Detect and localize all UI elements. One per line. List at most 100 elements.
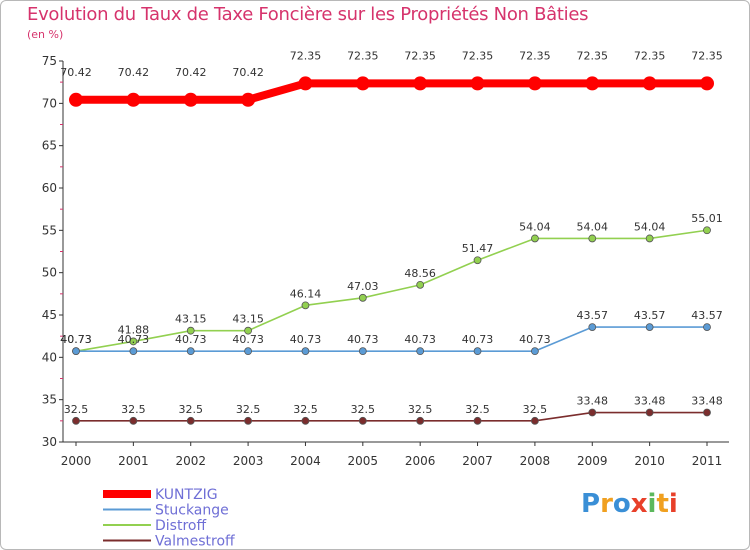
data-point-stuckange [186,347,195,356]
y-tick-label: 45 [42,308,57,322]
x-tick-label: 2002 [175,454,206,468]
y-tick-label: 75 [42,54,57,68]
data-point-valmestroff [244,416,252,425]
chart-title: Evolution du Taux de Taxe Foncière sur l… [27,4,589,25]
series-line-kuntzig [72,79,711,104]
data-point-distroff [473,256,482,265]
data-point-kuntzig [700,76,714,91]
data-label-distroff: 41.88 [118,323,150,336]
data-label-kuntzig: 72.35 [577,49,609,62]
data-label-kuntzig: 72.35 [347,49,379,62]
data-label-distroff: 40.73 [60,333,92,346]
data-label-kuntzig: 70.42 [118,66,150,79]
data-point-stuckange [129,347,138,356]
data-label-distroff: 46.14 [290,287,322,300]
data-label-stuckange: 43.57 [691,309,723,322]
data-label-kuntzig: 72.35 [290,49,322,62]
data-point-stuckange [301,347,310,356]
data-point-kuntzig [642,76,657,91]
data-point-stuckange [588,323,597,332]
data-label-stuckange: 40.73 [290,333,322,346]
x-tick-label: 2004 [290,454,321,468]
data-label-distroff: 48.56 [404,267,436,280]
x-tick-label: 2008 [520,454,551,468]
y-tick-label: 50 [42,266,57,280]
data-point-kuntzig [585,76,600,91]
data-label-valmestroff: 32.5 [178,403,203,416]
data-point-stuckange [703,323,711,332]
data-point-distroff [703,226,711,235]
data-point-distroff [588,234,597,243]
data-point-valmestroff [588,408,597,417]
data-point-valmestroff [358,416,367,425]
logo-letter: i [668,489,678,519]
data-point-distroff [186,326,195,335]
y-tick-label: 30 [42,435,57,449]
data-label-kuntzig: 70.42 [232,66,264,79]
data-label-stuckange: 40.73 [519,333,551,346]
logo-letter: P [581,489,601,519]
x-tick-label: 2003 [233,454,264,468]
data-label-kuntzig: 70.42 [175,66,207,79]
data-point-valmestroff [301,416,310,425]
data-point-kuntzig [126,92,141,107]
data-point-distroff [301,301,310,310]
legend-label-kuntzig: KUNTZIG [155,487,218,503]
x-tick-label: 2009 [577,454,608,468]
data-point-stuckange [358,347,367,356]
x-tick-label: 2001 [118,454,149,468]
data-point-stuckange [645,323,654,332]
data-point-distroff [416,280,425,289]
data-label-valmestroff: 33.48 [634,395,666,408]
logo-letter: r [600,489,613,519]
data-label-distroff: 43.15 [175,313,207,326]
data-point-kuntzig [241,92,256,107]
data-point-kuntzig [413,76,428,91]
data-point-distroff [129,337,138,346]
data-point-valmestroff [129,416,138,425]
data-label-valmestroff: 32.5 [64,403,89,416]
chart-series [69,76,714,425]
data-label-valmestroff: 32.5 [523,403,548,416]
series-line-distroff [75,229,708,352]
data-label-stuckange: 40.73 [175,333,207,346]
series-line-stuckange [75,326,708,352]
data-label-valmestroff: 32.5 [293,403,318,416]
x-tick-label: 2011 [692,454,723,468]
logo-letter: x [630,489,648,519]
data-point-distroff [645,234,654,243]
legend-label-distroff: Distroff [155,518,206,534]
proxiti-logo: Proxiti [581,489,678,519]
data-point-valmestroff [531,416,539,425]
data-point-valmestroff [416,416,425,425]
data-label-kuntzig: 72.35 [462,49,494,62]
data-point-valmestroff [186,416,195,425]
data-label-stuckange: 40.73 [60,333,92,346]
data-point-stuckange [416,347,425,356]
y-tick-label: 70 [42,96,57,110]
data-label-kuntzig: 72.35 [634,49,666,62]
data-label-stuckange: 43.57 [634,309,666,322]
data-label-valmestroff: 32.5 [408,403,433,416]
data-point-stuckange [531,347,539,356]
data-label-stuckange: 40.73 [404,333,436,346]
data-label-valmestroff: 33.48 [691,395,723,408]
data-point-distroff [244,326,252,335]
legend-label-stuckange: Stuckange [155,503,229,519]
y-tick-label: 40 [42,350,57,364]
data-point-valmestroff [703,408,711,417]
data-point-kuntzig [527,76,542,91]
y-tick-label: 35 [42,393,57,407]
data-label-distroff: 47.03 [347,280,379,293]
data-point-kuntzig [69,92,83,107]
data-label-kuntzig: 72.35 [404,49,436,62]
x-tick-label: 2010 [634,454,665,468]
data-point-kuntzig [355,76,370,91]
data-label-stuckange: 40.73 [347,333,379,346]
logo-letter: i [647,489,657,519]
logo-letter: o [612,489,631,519]
data-point-distroff [358,293,367,302]
